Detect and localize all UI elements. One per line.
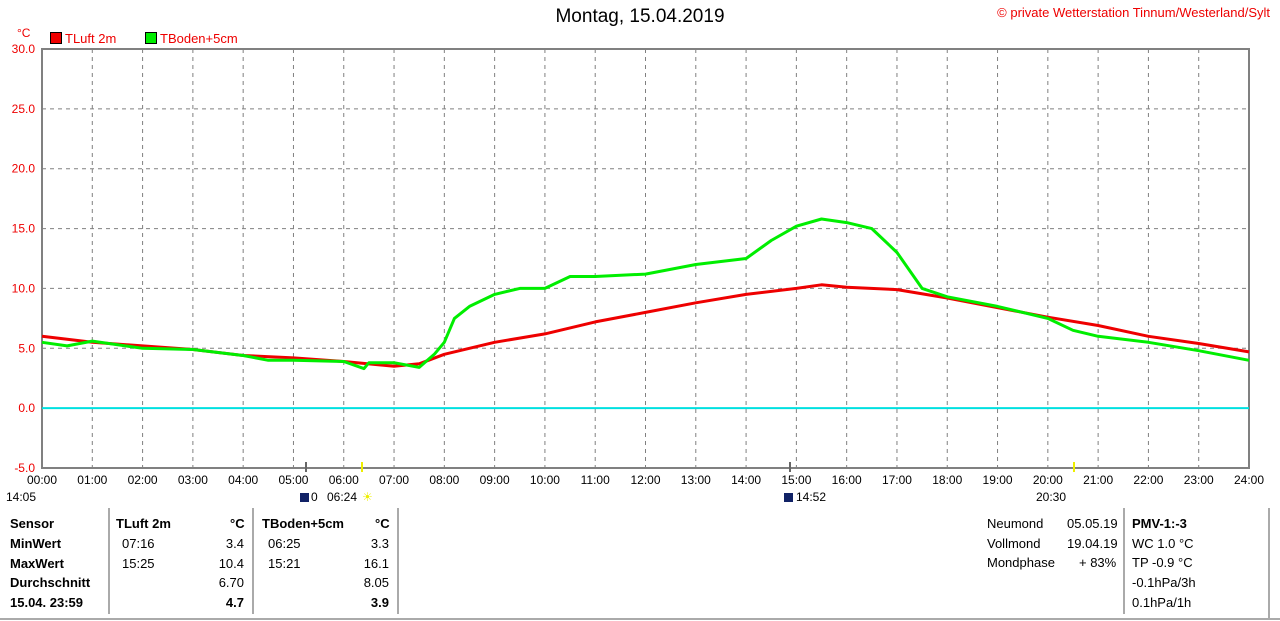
moon-time: 14:52 xyxy=(796,490,827,504)
y-tick-label: 5.0 xyxy=(18,341,35,355)
y-tick-label: -5.0 xyxy=(14,461,35,475)
divider xyxy=(1268,508,1270,618)
sunrise-icon xyxy=(300,493,309,502)
header-sensor: Sensor xyxy=(10,516,55,531)
divider xyxy=(108,508,110,614)
y-tick-label: 25.0 xyxy=(12,102,36,116)
row-value-tluft: 3.4 xyxy=(225,536,244,551)
y-tick-label: 20.0 xyxy=(12,162,36,176)
row-time-tboden: 15:21 xyxy=(268,555,301,571)
row-time-tluft: 15:25 xyxy=(122,555,155,571)
copyright: © private Wetterstation Tinnum/Westerlan… xyxy=(997,5,1270,20)
x-tick-label: 11:00 xyxy=(581,473,610,487)
row-value-tboden: 16.1 xyxy=(363,555,389,571)
divider xyxy=(397,508,399,614)
row-value-tboden: 3.9 xyxy=(370,594,389,610)
divider xyxy=(252,508,254,614)
x-tick-label: 00:00 xyxy=(27,473,57,487)
x-tick-label: 13:00 xyxy=(681,473,711,487)
x-tick-label: 14:00 xyxy=(731,473,761,487)
legend-label: TBoden+5cm xyxy=(160,31,238,46)
row-label: Durchschnitt xyxy=(10,575,91,590)
row-value-tboden: 8.05 xyxy=(363,575,389,590)
header-unit: °C xyxy=(375,516,390,531)
row-time-tluft: 07:16 xyxy=(122,536,155,551)
x-tick-label: 20:00 xyxy=(1033,473,1063,487)
x-tick-label: 06:00 xyxy=(329,473,359,487)
vollmond-label: Vollmond xyxy=(987,536,1041,551)
y-tick-label: 0.0 xyxy=(18,401,35,415)
x-tick-label: 12:00 xyxy=(630,473,660,487)
windchill: WC 1.0 °C xyxy=(1132,536,1194,551)
row-label: MinWert xyxy=(10,536,62,551)
legend-swatch xyxy=(50,32,62,44)
row-value-tboden: 3.3 xyxy=(370,536,389,551)
dewpoint: TP -0.9 °C xyxy=(1132,555,1193,570)
row-value-tluft: 4.7 xyxy=(225,594,244,610)
x-tick-label: 19:00 xyxy=(983,473,1013,487)
legend-label: TLuft 2m xyxy=(65,31,117,46)
y-tick-label: 30.0 xyxy=(12,42,36,56)
x-tick-label: 17:00 xyxy=(882,473,912,487)
row-time-tboden: 06:25 xyxy=(268,536,301,551)
x-tick-label: 08:00 xyxy=(429,473,459,487)
sunrise-time: 06:24 xyxy=(327,490,358,504)
y-unit: °C xyxy=(17,26,31,40)
moonset-time: 14:05 xyxy=(6,490,37,504)
x-tick-label: 15:00 xyxy=(781,473,811,487)
chart-title: Montag, 15.04.2019 xyxy=(555,6,725,27)
x-tick-label: 01:00 xyxy=(77,473,107,487)
x-tick-label: 09:00 xyxy=(480,473,510,487)
x-tick-label: 04:00 xyxy=(228,473,258,487)
x-tick-label: 03:00 xyxy=(178,473,208,487)
mondphase-value: + 83% xyxy=(1079,555,1117,570)
x-tick-label: 23:00 xyxy=(1184,473,1214,487)
header-tluft: TLuft 2m xyxy=(116,516,171,531)
x-tick-label: 10:00 xyxy=(530,473,560,487)
series-line-tboden xyxy=(41,217,1250,371)
neumond-value: 05.05.19 xyxy=(1067,516,1118,531)
row-value-tluft: 10.4 xyxy=(218,555,244,571)
legend-swatch xyxy=(145,32,157,44)
x-tick-label: 05:00 xyxy=(278,473,308,487)
legend-tboden: TBoden+5cm xyxy=(145,31,238,46)
sun-icon: ☀ xyxy=(362,490,373,504)
chart: 00:00 01:00 02:00 03:00 04:00 05:00 06:00 07:00… xyxy=(12,42,1265,487)
y-tick-label: 15.0 xyxy=(12,222,36,236)
x-tick-label: 02:00 xyxy=(128,473,158,487)
pressure-1h: 0.1hPa/1h xyxy=(1132,595,1192,610)
pressure-3h: -0.1hPa/3h xyxy=(1132,575,1196,590)
x-tick-label: 16:00 xyxy=(832,473,862,487)
row-value-tluft: 6.70 xyxy=(218,575,244,590)
pmv: PMV-1:-3 xyxy=(1132,516,1187,531)
row-label: 15.04. 23:59 xyxy=(10,594,84,610)
legend-tluft: TLuft 2m xyxy=(50,31,116,46)
moon-icon xyxy=(784,493,793,502)
y-tick-label: 10.0 xyxy=(12,281,36,295)
x-tick-label: 07:00 xyxy=(379,473,409,487)
sunrise-marker: 0 xyxy=(311,490,318,504)
neumond-label: Neumond xyxy=(987,516,1044,531)
x-tick-label: 24:00 xyxy=(1234,473,1264,487)
vollmond-value: 19.04.19 xyxy=(1067,536,1118,551)
x-tick-label: 18:00 xyxy=(932,473,962,487)
mondphase-label: Mondphase xyxy=(987,555,1055,570)
divider xyxy=(0,618,1280,620)
x-tick-label: 22:00 xyxy=(1133,473,1163,487)
row-label: MaxWert xyxy=(10,555,64,571)
header-unit: °C xyxy=(230,516,245,531)
header-tboden: TBoden+5cm xyxy=(262,516,344,531)
divider xyxy=(1123,508,1125,614)
x-tick-label: 21:00 xyxy=(1083,473,1113,487)
sunset-time: 20:30 xyxy=(1036,490,1067,504)
